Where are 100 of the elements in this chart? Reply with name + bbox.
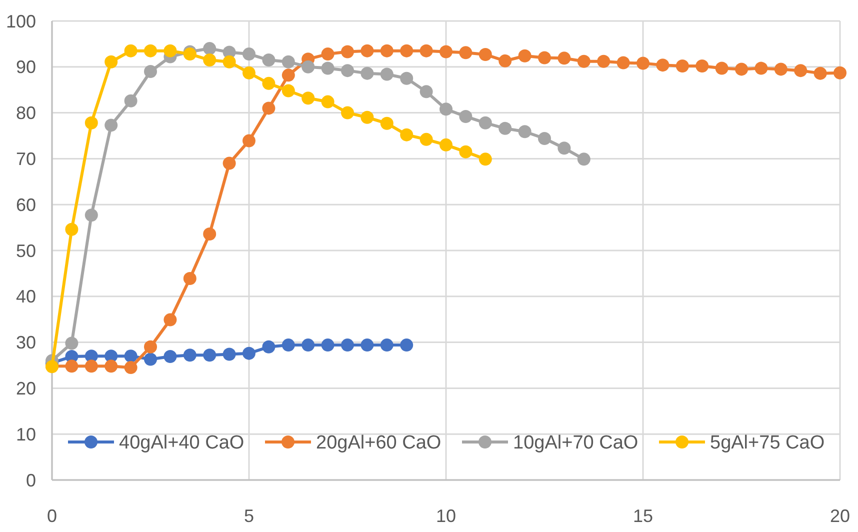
point: [321, 62, 334, 75]
point: [715, 62, 728, 75]
point: [321, 338, 334, 352]
y-tick-label: 80: [16, 103, 36, 124]
point: [478, 116, 492, 130]
legend-label: 10gAl+70 CaO: [513, 432, 638, 454]
point: [282, 68, 295, 82]
point: [242, 134, 256, 148]
point: [380, 338, 394, 352]
point: [834, 66, 846, 80]
point: [597, 54, 610, 68]
point: [262, 54, 276, 67]
legend-label: 5gAl+75 CaO: [710, 432, 825, 454]
point: [656, 58, 670, 72]
point: [65, 222, 78, 236]
point: [498, 54, 512, 68]
point: [341, 64, 354, 78]
y-tick-label: 10: [16, 424, 36, 444]
legend-label: 40gAl+40 CaO: [119, 432, 244, 454]
point: [203, 54, 216, 67]
point: [360, 110, 374, 124]
point: [440, 45, 452, 58]
point: [104, 55, 118, 68]
y-tick-label: 30: [16, 332, 36, 353]
point: [222, 156, 236, 170]
point: [282, 84, 295, 98]
point: [518, 125, 532, 138]
point: [420, 44, 433, 58]
point: [735, 62, 748, 76]
point: [538, 51, 551, 64]
y-tick-label: 40: [16, 286, 36, 307]
point: [360, 338, 374, 352]
point: [360, 66, 374, 80]
point: [144, 44, 157, 58]
point: [262, 76, 276, 90]
point: [203, 348, 216, 362]
point: [183, 348, 196, 362]
x-tick-label: 0: [46, 506, 58, 526]
point: [164, 350, 177, 364]
point: [400, 128, 414, 142]
point: [498, 122, 512, 135]
point: [242, 346, 256, 360]
point: [203, 42, 216, 56]
point: [203, 227, 216, 240]
y-tick-label: 20: [16, 378, 36, 398]
point: [380, 68, 394, 81]
point: [302, 92, 315, 105]
point: [65, 336, 78, 350]
point: [262, 340, 276, 354]
point: [459, 145, 472, 158]
point: [242, 48, 256, 61]
point: [478, 48, 492, 62]
point: [144, 352, 157, 366]
point: [164, 313, 177, 326]
point: [459, 46, 472, 60]
point: [577, 152, 590, 166]
point: [558, 52, 571, 65]
point: [538, 132, 551, 146]
point: [774, 62, 788, 76]
point: [440, 102, 452, 116]
point: [124, 44, 138, 58]
point: [478, 152, 492, 166]
point: [341, 338, 354, 352]
point: [144, 64, 157, 78]
x-tick-label: 15: [632, 506, 654, 526]
point: [360, 44, 374, 58]
point: [814, 66, 827, 80]
x-tick-label: 5: [244, 506, 254, 526]
point: [65, 360, 78, 373]
point: [164, 44, 177, 58]
point: [341, 106, 354, 120]
point: [242, 66, 256, 80]
point: [341, 45, 354, 58]
point: [104, 360, 118, 373]
y-tick-label: 60: [16, 194, 36, 215]
point: [104, 118, 118, 132]
point: [302, 338, 315, 352]
point: [262, 102, 276, 115]
point: [400, 72, 414, 85]
point: [321, 48, 334, 61]
point: [183, 48, 196, 61]
x-tick-label: 10: [436, 506, 456, 526]
point: [440, 138, 452, 152]
point: [124, 361, 138, 374]
y-tick-label: 70: [16, 149, 36, 169]
point: [84, 208, 98, 222]
point: [222, 348, 236, 361]
point: [302, 60, 315, 74]
point: [558, 142, 571, 155]
point: [282, 338, 295, 352]
y-tick-label: 50: [16, 240, 36, 261]
point: [459, 110, 472, 123]
point: [380, 44, 394, 58]
point: [222, 55, 236, 68]
point: [754, 62, 768, 75]
point: [400, 338, 414, 352]
legend-label: 20gAl+60 CaO: [316, 432, 442, 454]
point: [420, 85, 433, 98]
point: [696, 59, 709, 72]
x-tick-label: 20: [830, 506, 850, 526]
